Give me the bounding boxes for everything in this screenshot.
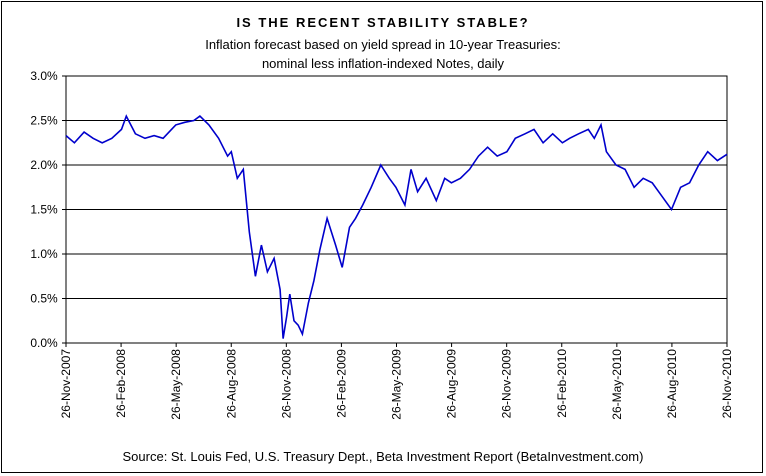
x-tick-label: 26-Aug-2010: [665, 349, 679, 419]
y-tick-label: 1.5%: [30, 203, 58, 217]
x-tick-label: 26-Feb-2010: [555, 349, 569, 418]
y-tick-label: 3.0%: [30, 69, 58, 83]
inflation-forecast-line: [65, 114, 728, 339]
chart-source-note: Source: St. Louis Fed, U.S. Treasury Dep…: [122, 449, 644, 464]
x-tick-label: 26-Nov-2009: [500, 349, 514, 419]
y-tick-label: 2.0%: [30, 158, 58, 172]
chart-subtitle-line-2: nominal less inflation-indexed Notes, da…: [261, 56, 505, 71]
x-tick-label: 26-May-2009: [390, 349, 404, 420]
y-tick-label: 0.5%: [30, 292, 58, 306]
x-tick-label: 26-Aug-2009: [445, 349, 459, 419]
gridlines: [66, 75, 727, 344]
chart-title: IS THE RECENT STABILITY STABLE?: [236, 15, 530, 30]
x-axis: 26-Nov-2007 26-Feb-2008 26-May-2008 26-Aug-…: [59, 343, 734, 420]
x-tick-label: 26-Feb-2008: [114, 349, 128, 418]
y-axis: 0.0% 0.5% 1.0% 1.5% 2.0% 2.5% 3.0%: [30, 69, 66, 350]
x-tick-label: 26-May-2010: [610, 349, 624, 420]
y-tick-label: 0.0%: [30, 336, 58, 350]
x-tick-label: 26-Nov-2008: [279, 349, 293, 419]
y-tick-label: 2.5%: [30, 114, 58, 128]
x-tick-label: 26-Aug-2008: [224, 349, 238, 419]
y-tick-label: 1.0%: [30, 247, 58, 261]
chart-subtitle-line-1: Inflation forecast based on yield spread…: [205, 37, 561, 52]
x-tick-label: 26-May-2008: [169, 349, 183, 420]
x-tick-label: 26-Nov-2007: [59, 349, 73, 419]
x-tick-label: 26-Feb-2009: [334, 349, 348, 418]
x-tick-label: 26-Nov-2010: [720, 349, 734, 419]
